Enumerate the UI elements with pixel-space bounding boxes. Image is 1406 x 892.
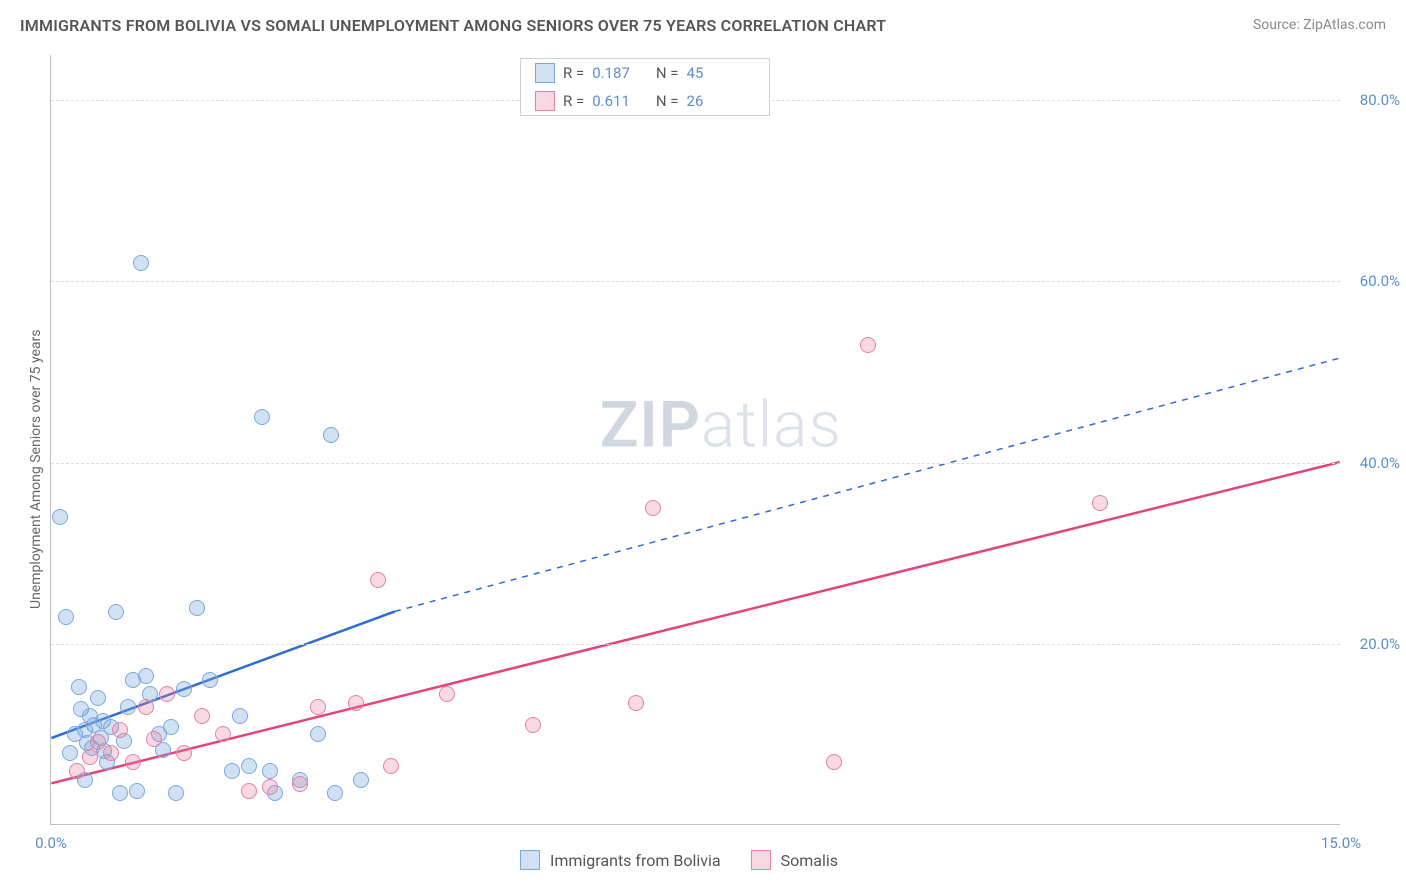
gridline (51, 644, 1340, 645)
bolivia-point (71, 679, 87, 695)
x-tick-label: 15.0% (1321, 834, 1361, 852)
gridline (51, 463, 1340, 464)
somalis-swatch (751, 850, 771, 870)
somalis-point (292, 776, 308, 792)
somalis-point (103, 745, 119, 761)
somalis-point (112, 722, 128, 738)
somalis-point (69, 763, 85, 779)
bolivia-point (138, 668, 154, 684)
somalis-point (125, 754, 141, 770)
chart-source: Source: ZipAtlas.com (1253, 17, 1386, 33)
correlation-legend: R = 0.187 N = 45 R = 0.611 N = 26 (520, 58, 770, 116)
somalis-point (159, 686, 175, 702)
bolivia-point (129, 783, 145, 799)
somalis-point (860, 337, 876, 353)
somalis-point (1092, 495, 1108, 511)
somalis-point (146, 731, 162, 747)
bolivia-trend-dashed (395, 358, 1340, 611)
series-legend: Immigrants from Bolivia Somalis (520, 850, 838, 870)
somalis-point (826, 754, 842, 770)
legend-item-bolivia: Immigrants from Bolivia (520, 850, 721, 870)
bolivia-point (62, 745, 78, 761)
n-value: 26 (687, 92, 704, 110)
bolivia-swatch (520, 850, 540, 870)
y-axis-label: Unemployment Among Seniors over 75 years (28, 330, 44, 610)
legend-row-bolivia: R = 0.187 N = 45 (521, 59, 769, 87)
n-label: N = (656, 64, 679, 82)
somalis-point (348, 695, 364, 711)
r-value: 0.187 (592, 64, 630, 82)
legend-row-somalis: R = 0.611 N = 26 (521, 87, 769, 115)
r-value: 0.611 (592, 92, 630, 110)
somalis-point (176, 745, 192, 761)
bolivia-point (262, 763, 278, 779)
bolivia-swatch (535, 63, 555, 83)
source-name: ZipAtlas.com (1303, 17, 1386, 33)
bolivia-point (327, 785, 343, 801)
somalis-point (82, 749, 98, 765)
somalis-point (439, 686, 455, 702)
bolivia-point (254, 409, 270, 425)
bolivia-point (108, 604, 124, 620)
somalis-point (525, 717, 541, 733)
somalis-point (383, 758, 399, 774)
bolivia-point (224, 763, 240, 779)
n-label: N = (656, 92, 679, 110)
y-tick-label: 40.0% (1360, 454, 1400, 472)
bolivia-point (133, 255, 149, 271)
somalis-swatch (535, 91, 555, 111)
somalis-point (262, 779, 278, 795)
chart-title: IMMIGRANTS FROM BOLIVIA VS SOMALI UNEMPL… (20, 16, 886, 35)
source-prefix: Source: (1253, 17, 1303, 33)
legend-label: Immigrants from Bolivia (550, 851, 721, 870)
somalis-point (215, 726, 231, 742)
bolivia-point (112, 785, 128, 801)
somalis-point (194, 708, 210, 724)
r-label: R = (563, 64, 584, 82)
somalis-point (628, 695, 644, 711)
bolivia-point (310, 726, 326, 742)
n-value: 45 (687, 64, 704, 82)
somalis-point (645, 500, 661, 516)
y-tick-label: 80.0% (1360, 91, 1400, 109)
bolivia-point (90, 690, 106, 706)
somalis-point (310, 699, 326, 715)
legend-item-somalis: Somalis (751, 850, 838, 870)
bolivia-point (241, 758, 257, 774)
x-tick-label: 0.0% (35, 834, 67, 852)
bolivia-point (58, 609, 74, 625)
somalis-point (241, 783, 257, 799)
bolivia-point (168, 785, 184, 801)
bolivia-point (323, 427, 339, 443)
bolivia-point (120, 699, 136, 715)
y-tick-label: 60.0% (1360, 272, 1400, 290)
bolivia-point (202, 672, 218, 688)
bolivia-point (353, 772, 369, 788)
legend-label: Somalis (781, 851, 838, 870)
bolivia-point (163, 719, 179, 735)
y-tick-label: 20.0% (1360, 635, 1400, 653)
scatter-plot: 20.0%40.0%60.0%80.0%0.0%15.0% (50, 55, 1340, 825)
gridline (51, 281, 1340, 282)
r-label: R = (563, 92, 584, 110)
bolivia-point (232, 708, 248, 724)
somalis-trend-solid (51, 462, 1339, 783)
bolivia-point (189, 600, 205, 616)
bolivia-point (176, 681, 192, 697)
somalis-point (370, 572, 386, 588)
somalis-point (138, 699, 154, 715)
bolivia-point (52, 509, 68, 525)
